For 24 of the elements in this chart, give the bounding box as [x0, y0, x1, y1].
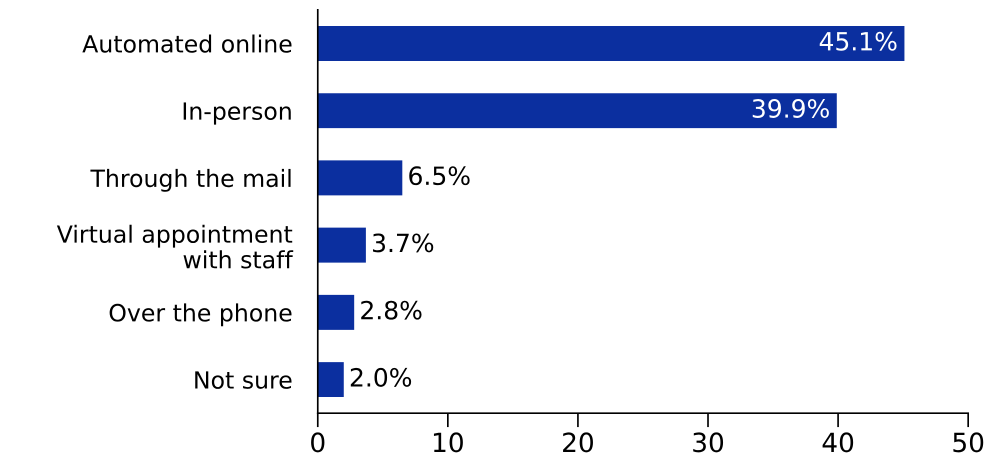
bar: [318, 294, 354, 330]
bar: [318, 160, 402, 196]
y-tick-label: Not sure: [195, 371, 292, 389]
data-label: 2.8%: [361, 300, 422, 320]
bar: [318, 26, 904, 61]
data-label: 6.5%: [409, 166, 470, 186]
y-tick-label: Over the phone: [110, 303, 292, 326]
y-tick-label: Automated online: [82, 34, 292, 53]
bar: [318, 93, 837, 128]
data-label: 2.0%: [350, 368, 412, 387]
bar: [318, 362, 344, 398]
data-label: 3.7%: [373, 233, 434, 252]
data-label: 45.1%: [820, 32, 897, 51]
x-tick-label: 20: [563, 432, 593, 452]
x-tick-label: 40: [822, 432, 854, 452]
bar: [318, 228, 366, 263]
y-tick-label: Through the mail: [90, 168, 291, 192]
x-tick-label: 0: [311, 432, 324, 452]
y-tick-label: In-person: [184, 102, 291, 125]
data-label: 39.9%: [752, 99, 829, 118]
x-tick-label: 10: [434, 432, 463, 452]
x-tick-label: 30: [693, 432, 724, 452]
x-tick-label: 50: [953, 432, 984, 452]
y-tick-label: Virtual appointment with staff: [56, 224, 294, 269]
